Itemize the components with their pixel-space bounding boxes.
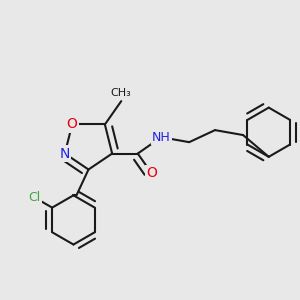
- Text: Cl: Cl: [29, 191, 41, 204]
- Text: CH₃: CH₃: [111, 88, 132, 98]
- Text: O: O: [146, 167, 157, 180]
- Text: NH: NH: [152, 131, 170, 144]
- Text: N: N: [60, 147, 70, 160]
- Text: O: O: [67, 118, 77, 131]
